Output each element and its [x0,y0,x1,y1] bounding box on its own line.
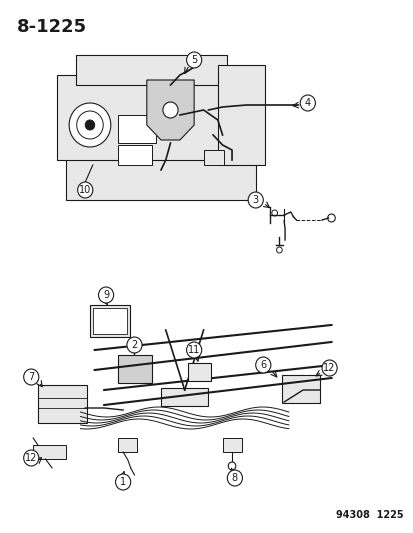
Text: 1: 1 [120,477,126,487]
FancyBboxPatch shape [118,355,151,383]
Circle shape [186,342,201,358]
Circle shape [115,474,131,490]
Circle shape [24,450,39,466]
Polygon shape [147,80,194,140]
Text: 9: 9 [103,290,109,300]
Circle shape [162,102,178,118]
Circle shape [24,369,39,385]
FancyBboxPatch shape [118,145,151,165]
Circle shape [255,357,270,373]
Text: 5: 5 [190,55,197,65]
Text: 4: 4 [304,98,310,108]
FancyBboxPatch shape [217,65,265,165]
FancyBboxPatch shape [222,438,241,452]
Text: 7: 7 [28,372,34,382]
FancyBboxPatch shape [66,155,255,200]
FancyBboxPatch shape [118,438,137,452]
FancyBboxPatch shape [33,445,66,459]
Circle shape [321,360,336,376]
Circle shape [299,95,315,111]
Text: 6: 6 [260,360,266,370]
FancyBboxPatch shape [282,375,319,403]
Text: 8-1225: 8-1225 [17,18,87,36]
FancyBboxPatch shape [118,115,156,143]
FancyBboxPatch shape [57,75,236,160]
Text: 11: 11 [188,345,200,355]
Circle shape [186,52,201,68]
Text: 8: 8 [231,473,237,483]
Text: 94308  1225: 94308 1225 [335,510,403,520]
Circle shape [127,337,142,353]
Circle shape [69,103,111,147]
FancyBboxPatch shape [90,305,129,337]
Circle shape [247,192,263,208]
FancyBboxPatch shape [161,388,208,406]
FancyBboxPatch shape [93,308,127,334]
Text: 10: 10 [79,185,91,195]
Circle shape [98,287,114,303]
Circle shape [228,462,235,470]
Circle shape [78,182,93,198]
FancyBboxPatch shape [76,55,227,85]
Text: 3: 3 [252,195,258,205]
Text: 12: 12 [25,453,37,463]
Text: 2: 2 [131,340,137,350]
FancyBboxPatch shape [187,363,211,381]
FancyBboxPatch shape [38,385,87,423]
Circle shape [85,120,95,130]
Circle shape [227,470,242,486]
FancyBboxPatch shape [203,150,224,165]
Text: 12: 12 [323,363,335,373]
